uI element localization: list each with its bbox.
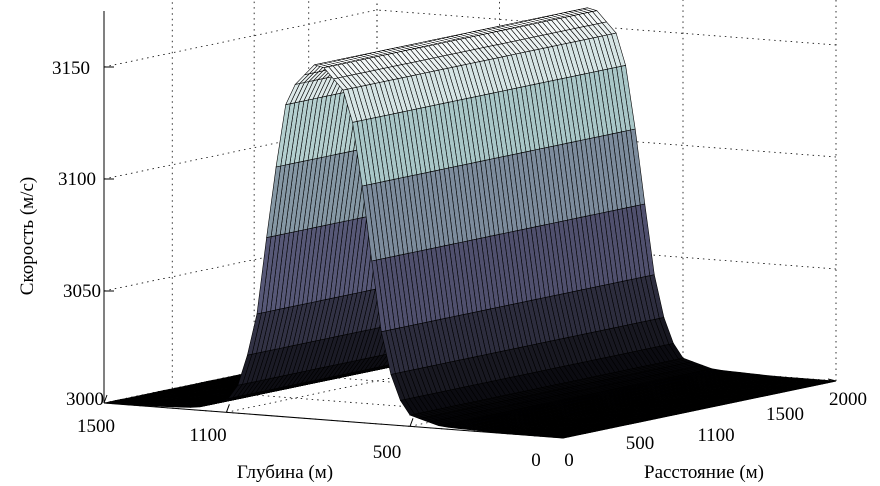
y-tick-label: 0 xyxy=(531,450,541,471)
surface xyxy=(103,7,837,439)
y-tick-label: 1100 xyxy=(189,425,226,446)
y-tick xyxy=(103,394,108,404)
y-tick xyxy=(409,418,414,427)
x-tick-label: 2000 xyxy=(829,389,867,410)
x-axis-title: Расстояние (м) xyxy=(644,462,764,483)
y-tick-label: 500 xyxy=(373,442,402,463)
z-tick-label: 3100 xyxy=(58,169,96,190)
y-tick xyxy=(562,429,567,439)
z-axis-title: Скорость (м/с) xyxy=(17,177,38,295)
y-axis-title: Глубина (м) xyxy=(237,462,333,483)
z-tick-label: 3000 xyxy=(66,389,104,410)
x-axis-line xyxy=(562,380,837,439)
x-tick-label: 1500 xyxy=(766,404,804,425)
x-tick xyxy=(623,421,632,425)
z-tick-label: 3150 xyxy=(52,58,90,79)
x-tick-label: 0 xyxy=(564,450,574,471)
x-tick-label: 500 xyxy=(626,433,655,454)
x-tick-label: 1100 xyxy=(697,425,734,446)
y-tick-label: 1500 xyxy=(77,416,115,437)
y-axis-line xyxy=(103,402,564,439)
axes xyxy=(103,11,837,439)
x-tick xyxy=(759,392,768,396)
x-tick xyxy=(827,378,837,382)
x-tick xyxy=(705,404,714,408)
grid-line xyxy=(103,9,378,68)
z-tick-label: 3050 xyxy=(63,281,101,302)
x-tick xyxy=(554,435,564,439)
y-tick xyxy=(225,404,230,413)
